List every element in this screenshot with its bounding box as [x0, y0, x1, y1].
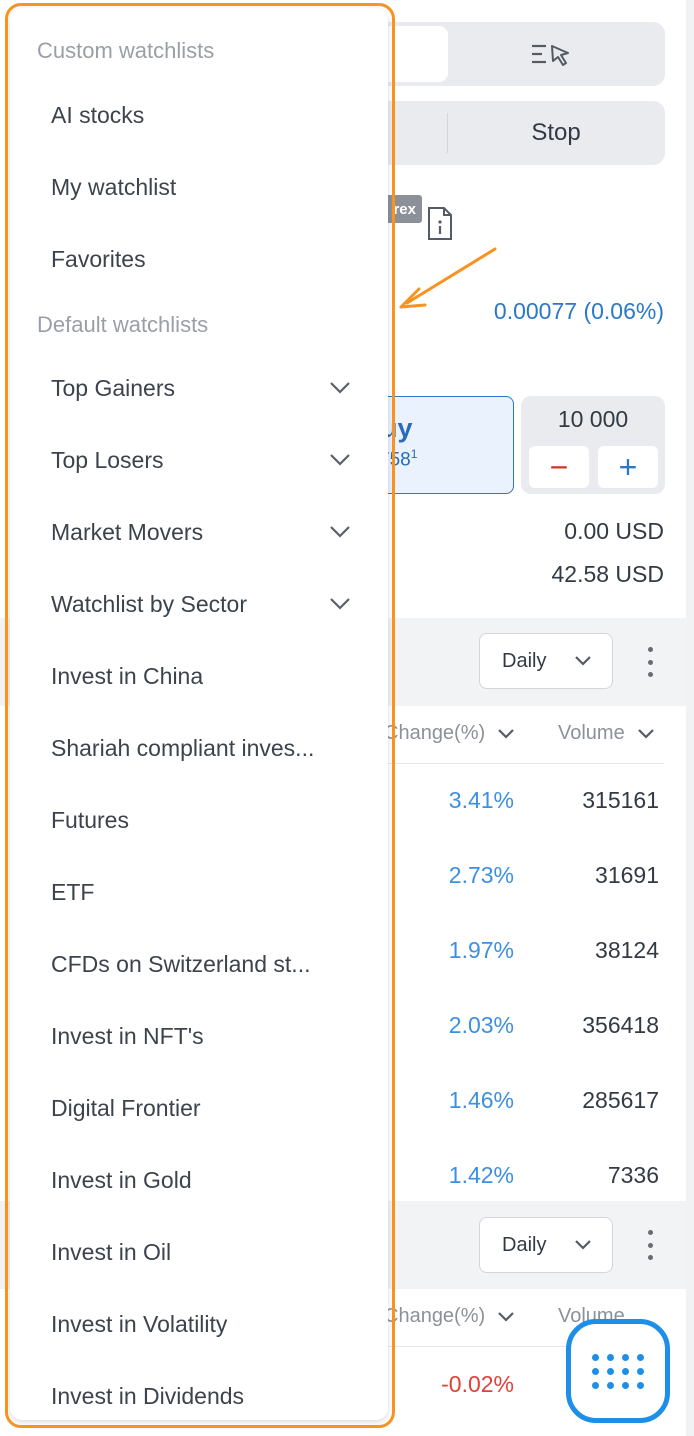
watchlist-item-label: Invest in Gold	[51, 1166, 192, 1193]
balance-value: 42.58 USD	[551, 561, 664, 587]
column-change-label: Change(%)	[384, 722, 486, 744]
watchlist-item-label: Invest in Volatility	[51, 1310, 228, 1337]
kebab-menu-icon[interactable]	[646, 1230, 654, 1260]
watchlist-item-by-sector[interactable]: Watchlist by Sector	[51, 574, 350, 634]
volume-cell: 285617	[582, 1087, 659, 1113]
divider	[370, 763, 664, 764]
watchlist-item-oil[interactable]: Invest in Oil	[51, 1222, 341, 1282]
balance-value: 0.00 USD	[564, 518, 664, 544]
watchlist-item-label: CFDs on Switzerland st...	[51, 950, 311, 977]
watchlist-item-label: ETF	[51, 878, 95, 905]
chevron-down-icon	[498, 728, 514, 739]
screen-edge	[686, 0, 694, 1436]
buy-price-sup: 1	[410, 447, 418, 461]
volume-cell: 7336	[607, 1162, 659, 1188]
watchlist-item-top-gainers[interactable]: Top Gainers	[51, 358, 350, 418]
chevron-down-icon	[498, 1311, 514, 1322]
watchlist-item-label: Futures	[51, 806, 129, 833]
change-cell: -0.02%	[441, 1371, 514, 1397]
watchlist-item-label: Watchlist by Sector	[51, 590, 247, 617]
watchlist-item-label: Top Losers	[51, 446, 164, 473]
watchlist-item-etf[interactable]: ETF	[51, 862, 341, 922]
kebab-menu-icon[interactable]	[646, 647, 654, 677]
quantity-decrease-button[interactable]: −	[529, 446, 589, 488]
watchlist-item-label: Top Gainers	[51, 374, 176, 401]
watchlist-item-label: AI stocks	[51, 101, 145, 128]
period-select[interactable]: Daily	[479, 633, 613, 689]
change-cell: 3.41%	[448, 787, 514, 813]
watchlist-item-label: Digital Frontier	[51, 1094, 201, 1121]
chevron-down-icon[interactable]	[329, 377, 351, 399]
stop-order-button[interactable]: Stop	[531, 119, 581, 146]
watchlist-item-volatility[interactable]: Invest in Volatility	[51, 1294, 341, 1354]
quantity-stepper: 10 000 − +	[521, 396, 665, 494]
chevron-down-icon[interactable]	[329, 593, 351, 615]
divider	[447, 113, 448, 153]
default-watchlists-title: Default watchlists	[37, 312, 209, 337]
column-change-label: Change(%)	[384, 1305, 486, 1327]
watchlist-item-shariah[interactable]: Shariah compliant inves...	[51, 718, 341, 778]
watchlist-item-label: Invest in China	[51, 662, 204, 689]
view-toggle	[370, 22, 665, 86]
watchlist-item-dividends[interactable]: Invest in Dividends	[51, 1366, 341, 1420]
chevron-down-icon	[575, 656, 591, 666]
volume-cell: 315161	[582, 787, 659, 813]
watchlist-dropdown: Custom watchlists AI stocks My watchlist…	[10, 8, 388, 1420]
column-change[interactable]: Change(%)	[384, 1305, 515, 1328]
watchlist-item-label: Invest in Oil	[51, 1238, 172, 1265]
change-cell: 1.46%	[448, 1087, 514, 1113]
watchlist-item-label: My watchlist	[51, 173, 177, 200]
watchlist-item-label: Favorites	[51, 245, 146, 272]
volume-cell: 38124	[595, 937, 659, 963]
watchlist-item-favorites[interactable]: Favorites	[51, 229, 341, 289]
watchlist-item-ai-stocks[interactable]: AI stocks	[51, 85, 341, 145]
period-select[interactable]: Daily	[479, 1217, 613, 1273]
quantity-increase-button[interactable]: +	[598, 446, 658, 488]
chevron-down-icon[interactable]	[329, 521, 351, 543]
column-change[interactable]: Change(%)	[384, 722, 515, 745]
chevron-down-icon	[637, 728, 654, 739]
forex-badge: rex	[384, 195, 422, 223]
divider	[370, 1346, 664, 1347]
price-change: 0.00077 (0.06%)	[493, 298, 664, 324]
volume-cell: 31691	[595, 862, 659, 888]
watchlist-item-label: Invest in NFT's	[51, 1022, 204, 1049]
chevron-down-icon[interactable]	[329, 449, 351, 471]
annotation-arrow-icon	[399, 247, 497, 309]
column-volume[interactable]: Volume	[558, 722, 655, 745]
change-cell: 2.73%	[448, 862, 514, 888]
period-select-value: Daily	[502, 649, 547, 672]
chevron-down-icon	[575, 1240, 591, 1250]
document-info-icon[interactable]	[426, 206, 454, 247]
watchlist-item-futures[interactable]: Futures	[51, 790, 341, 850]
watchlist-item-label: Shariah compliant inves...	[51, 734, 315, 761]
change-cell: 1.42%	[448, 1162, 514, 1188]
period-select-value: Daily	[502, 1233, 547, 1256]
watchlist-item-switzerland[interactable]: CFDs on Switzerland st...	[51, 934, 341, 994]
custom-watchlists-title: Custom watchlists	[37, 38, 215, 63]
watchlist-item-nft[interactable]: Invest in NFT's	[51, 1006, 341, 1066]
buy-button[interactable]: uy 7581	[370, 396, 514, 494]
watchlist-item-top-losers[interactable]: Top Losers	[51, 430, 350, 490]
quantity-value[interactable]: 10 000	[557, 406, 629, 432]
watchlist-item-invest-in-china[interactable]: Invest in China	[51, 646, 341, 706]
select-list-icon[interactable]	[530, 40, 578, 75]
watchlist-item-my-watchlist[interactable]: My watchlist	[51, 157, 341, 217]
change-cell: 2.03%	[448, 1012, 514, 1038]
watchlist-item-market-movers[interactable]: Market Movers	[51, 502, 350, 562]
watchlist-item-gold[interactable]: Invest in Gold	[51, 1150, 341, 1210]
change-cell: 1.97%	[448, 937, 514, 963]
column-volume-label: Volume	[558, 722, 625, 744]
volume-cell: 356418	[582, 1012, 659, 1038]
watchlist-item-digital-frontier[interactable]: Digital Frontier	[51, 1078, 341, 1138]
grid-apps-icon[interactable]	[566, 1319, 670, 1423]
order-type-toggle	[370, 101, 665, 165]
watchlist-item-label: Market Movers	[51, 518, 204, 545]
watchlist-item-label: Invest in Dividends	[51, 1382, 245, 1409]
